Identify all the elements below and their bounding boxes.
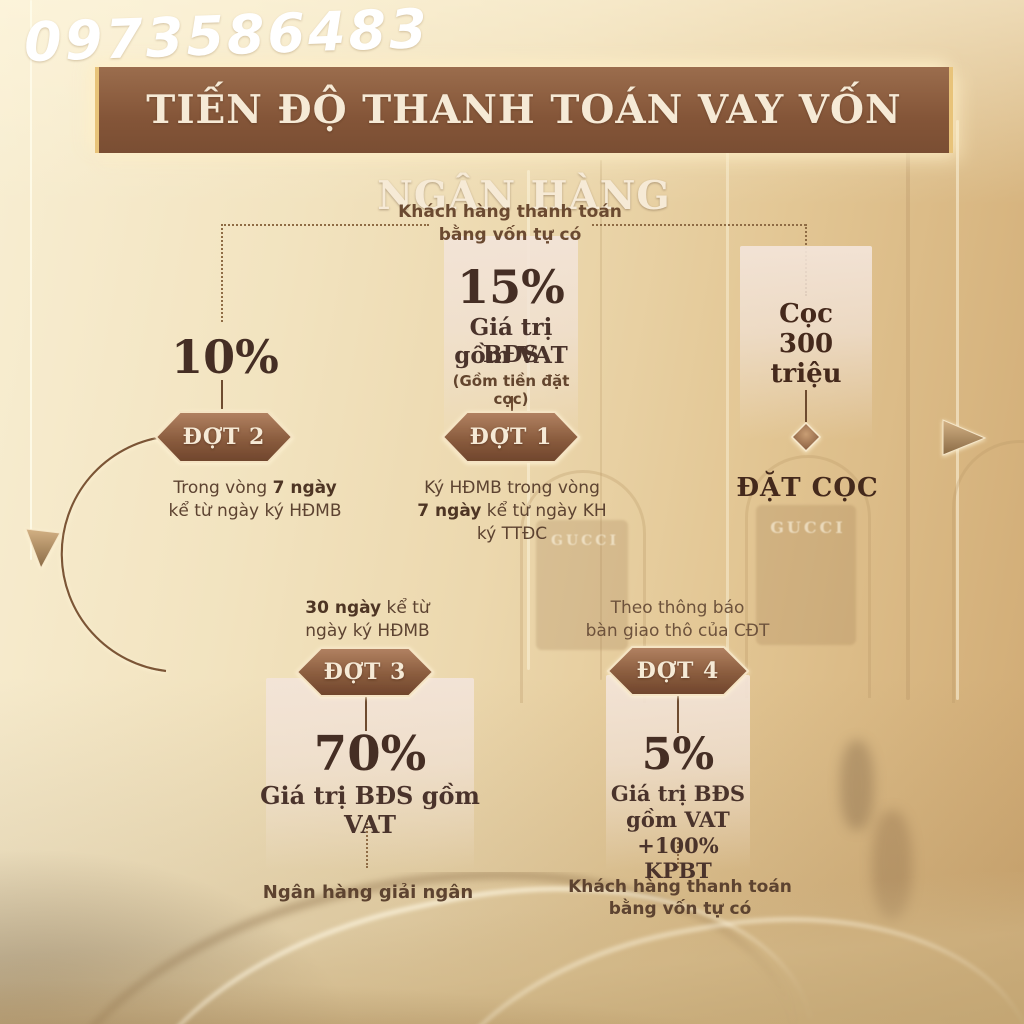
- badge-dot4: [606, 646, 750, 696]
- dot1-note-line3: ký TTĐC: [476, 524, 548, 544]
- dot4-bottom-note: Khách hàng thanh toán bằng vốn tự có: [560, 876, 800, 920]
- deposit-amount-line1: Cọc: [779, 299, 833, 329]
- self-fund-note-top: Khách hàng thanh toán bằng vốn tự có: [395, 201, 625, 247]
- background-arch: [745, 455, 871, 698]
- dot4-desc-line3: +100% KPBT: [637, 833, 719, 883]
- storefront-sign-text: GUCCI: [551, 533, 619, 549]
- background-column-line: [726, 150, 729, 670]
- background-column-line: [600, 160, 602, 680]
- timeline-curve: [60, 435, 167, 673]
- dot2-note-line1: Trong vòng 7 ngày: [130, 477, 380, 500]
- background-arch: [520, 470, 646, 703]
- dot3-note-line1: 30 ngày kể từ: [255, 597, 480, 620]
- page-title: TIẾN ĐỘ THANH TOÁN VAY VỐN NGÂN HÀNG: [146, 87, 902, 219]
- dot4-note-line1: Theo thông báo: [610, 598, 745, 618]
- dot2-note: Trong vòng 7 ngày kể từ ngày ký HĐMB: [130, 477, 380, 523]
- background-column-line: [906, 140, 910, 700]
- dot3-note-line2: ngày ký HĐMB: [305, 621, 430, 641]
- dot2-note-text: Trong vòng: [173, 478, 273, 498]
- dotted-connector-vertical: [221, 224, 223, 322]
- badge-dot1: [441, 411, 581, 463]
- dotted-connector-horizontal: [592, 224, 806, 226]
- dot4-desc-line2: gồm VAT: [626, 807, 730, 832]
- badge-dot4-label: ĐỢT 4: [636, 658, 720, 684]
- badge-dot2: [154, 411, 294, 463]
- self-fund-note-line2: bằng vốn tự có: [438, 225, 582, 245]
- badge-dot3-label: ĐỢT 3: [323, 659, 407, 685]
- storefront-door: [536, 520, 628, 650]
- timeline-arrow-down-icon: [25, 528, 61, 570]
- dotted-connector-vertical: [366, 820, 368, 868]
- deposit-amount-line2: 300 triệu: [770, 329, 842, 389]
- storefront-door: [756, 505, 856, 645]
- dot2-note-bold: 7 ngày: [272, 478, 337, 498]
- dot3-note-text: kể từ: [381, 598, 430, 618]
- title-banner: TIẾN ĐỘ THANH TOÁN VAY VỐN NGÂN HÀNG: [95, 67, 953, 219]
- dot1-desc-line1: Giá trị BĐS: [469, 314, 553, 368]
- dot1-note-text: kể từ ngày KH: [481, 501, 607, 521]
- dot4-note-line2: bàn giao thô của CĐT: [585, 621, 770, 641]
- dot3-note-bold: 30 ngày: [305, 598, 382, 618]
- dot1-note-bold: 7 ngày: [417, 501, 482, 521]
- deposit-diamond-marker: [790, 421, 822, 453]
- dot1-note-line2: 7 ngày kể từ ngày KH: [398, 500, 626, 523]
- self-fund-note-line1: Khách hàng thanh toán: [398, 202, 622, 222]
- dot4-note: Theo thông báo bàn giao thô của CĐT: [565, 597, 790, 643]
- background-column-line: [956, 120, 959, 700]
- storefront-sign-text: GUCCI: [770, 518, 846, 537]
- background-column-line: [30, 0, 32, 560]
- panel-dot3: [266, 678, 474, 870]
- dot3-desc: Giá trị BĐS gồm VAT: [260, 781, 480, 839]
- dot1-desc-line2: gồm VAT: [454, 342, 568, 369]
- dot2-note-line2: kể từ ngày ký HĐMB: [168, 501, 342, 521]
- badge-dot1-label: ĐỢT 1: [469, 424, 553, 450]
- dot4-bottom-note-line1: Khách hàng thanh toán: [568, 877, 792, 897]
- deposit-stage-label: ĐẶT CỌC: [736, 473, 879, 503]
- badge-dot3: [295, 647, 435, 697]
- dot1-percent: 15%: [457, 260, 565, 314]
- dot4-desc-line1: Giá trị BĐS: [610, 781, 746, 806]
- dot2-percent: 10%: [171, 330, 279, 384]
- dotted-connector-vertical: [677, 838, 679, 868]
- dot1-note: Ký HĐMB trong vòng 7 ngày kể từ ngày KH …: [398, 477, 626, 546]
- dot4-percent: 5%: [641, 729, 715, 780]
- dot1-note-line1: Ký HĐMB trong vòng: [424, 478, 600, 498]
- dot4-bottom-note-line2: bằng vốn tự có: [608, 899, 752, 919]
- dot3-bottom-note: Ngân hàng giải ngân: [262, 882, 474, 903]
- dot3-percent: 70%: [313, 726, 427, 782]
- badge-dot2-label: ĐỢT 2: [182, 424, 266, 450]
- dotted-connector-horizontal: [221, 224, 429, 226]
- timeline-arrow-right-icon: [942, 419, 987, 456]
- background-figure: [840, 740, 874, 830]
- dot1-subnote: (Gồm tiền đặt cọc): [452, 372, 570, 408]
- dot3-note: 30 ngày kể từ ngày ký HĐMB: [255, 597, 480, 643]
- silk-wave-footer: [0, 872, 1024, 1024]
